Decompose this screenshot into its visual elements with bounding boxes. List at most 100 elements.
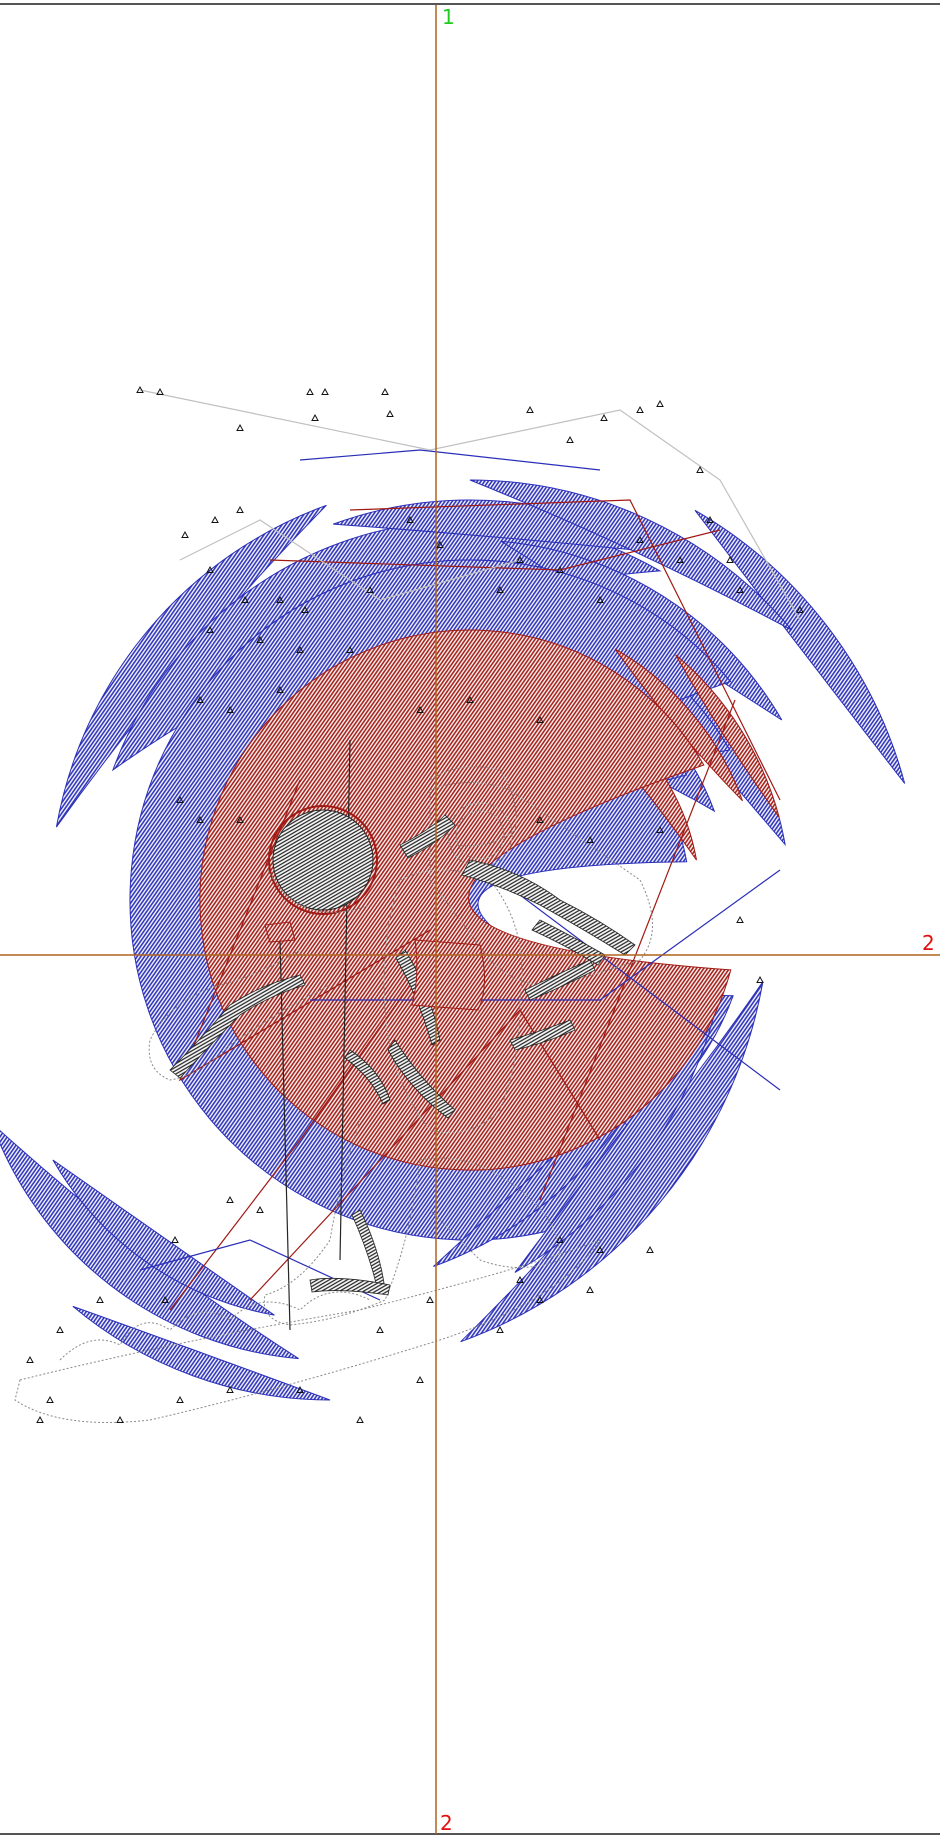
triangle-marker-icon [756, 975, 764, 983]
triangle-marker-icon [736, 585, 744, 593]
travel-lines [139, 389, 801, 1331]
triangle-marker-icon [236, 423, 244, 431]
travel-line [269, 529, 721, 571]
triangle-marker-icon [556, 565, 564, 573]
triangle-marker-icon [696, 465, 704, 473]
triangle-marker-icon [600, 413, 608, 421]
triangle-marker-icon [381, 387, 389, 395]
triangle-marker-icon [296, 645, 304, 653]
travel-line [539, 699, 736, 1201]
triangle-marker-icon [176, 795, 184, 803]
helmet-visor-icon [267, 802, 513, 915]
astronaut-right-arm-outline [429, 766, 517, 847]
triangle-marker-icon [96, 1295, 104, 1303]
triangle-marker-icon [656, 825, 664, 833]
triangle-marker-icon [736, 915, 744, 923]
triangle-marker-icon [26, 1355, 34, 1363]
travel-line [299, 449, 601, 471]
triangle-marker-icon [356, 1415, 364, 1423]
astronaut-left-arm-outline [148, 949, 331, 1081]
travel-line [349, 499, 781, 801]
triangle-marker-icon [416, 705, 424, 713]
triangle-marker-icon [236, 505, 244, 513]
surfboard-outline [14, 1238, 602, 1423]
triangle-marker-icon [526, 405, 534, 413]
triangle-marker-icon [346, 645, 354, 653]
triangle-marker-icon [436, 540, 444, 548]
triangle-marker-icon [706, 515, 714, 523]
triangle-marker-icon [556, 1235, 564, 1243]
triangle-marker-icon [301, 605, 309, 613]
triangle-marker-icon [321, 387, 329, 395]
triangle-marker-icon [376, 1325, 384, 1333]
triangle-marker-icon [136, 385, 144, 393]
travel-line [249, 1009, 601, 1301]
triangle-marker-icon [116, 1415, 124, 1423]
triangle-marker-icon [416, 1375, 424, 1383]
axis-label-vertical-bottom: 2 [440, 1811, 453, 1835]
triangle-marker-icon [226, 705, 234, 713]
axis-label-vertical-top: 1 [442, 5, 455, 29]
marker-points [26, 385, 804, 1423]
triangle-marker-icon [56, 1325, 64, 1333]
triangle-marker-icon [256, 635, 264, 643]
wave-stroke-blue [72, 1305, 331, 1401]
triangle-marker-icon [796, 605, 804, 613]
triangle-marker-icon [516, 1275, 524, 1283]
triangle-marker-icon [196, 695, 204, 703]
triangle-marker-icon [296, 1385, 304, 1393]
triangle-marker-icon [181, 530, 189, 538]
triangle-marker-icon [496, 1325, 504, 1333]
triangle-marker-icon [206, 565, 214, 573]
travel-line [279, 939, 291, 1331]
triangle-marker-icon [656, 399, 664, 407]
triangle-marker-icon [241, 595, 249, 603]
travel-line [499, 879, 781, 1091]
astronaut-shading-black [169, 814, 636, 1296]
travel-line [178, 779, 431, 1082]
wave-stroke-red [675, 654, 780, 818]
triangle-marker-icon [386, 409, 394, 417]
triangle-marker-icon [646, 1245, 654, 1253]
triangle-marker-icon [676, 555, 684, 563]
triangle-marker-icon [276, 595, 284, 603]
triangle-marker-icon [226, 1385, 234, 1393]
triangle-marker-icon [176, 1395, 184, 1403]
triangle-marker-icon [156, 387, 164, 395]
triangle-marker-icon [726, 555, 734, 563]
triangle-marker-icon [196, 815, 204, 823]
astronaut-boot-outline [419, 1157, 561, 1268]
travel-line [139, 389, 801, 621]
triangle-marker-icon [161, 1295, 169, 1303]
wave-stroke-blue [52, 1159, 275, 1316]
triangle-marker-icon [566, 435, 574, 443]
triangle-marker-icon [226, 1195, 234, 1203]
triangle-marker-icon [406, 515, 414, 523]
triangle-marker-icon [306, 387, 314, 395]
triangle-marker-icon [536, 1295, 544, 1303]
triangle-marker-icon [496, 585, 504, 593]
triangle-marker-icon [46, 1395, 54, 1403]
foam-outline [59, 1291, 371, 1361]
triangle-marker-icon [636, 405, 644, 413]
triangle-marker-icon [256, 1205, 264, 1213]
triangle-marker-icon [171, 1235, 179, 1243]
wave-stroke-blue [469, 479, 793, 631]
travel-line [310, 869, 781, 1001]
triangle-marker-icon [36, 1415, 44, 1423]
triangle-marker-icon [636, 535, 644, 543]
triangle-marker-icon [596, 595, 604, 603]
travel-line [179, 519, 521, 601]
triangle-marker-icon [311, 413, 319, 421]
triangle-marker-icon [516, 555, 524, 563]
triangle-marker-icon [206, 625, 214, 633]
triangle-marker-icon [426, 1295, 434, 1303]
triangle-marker-icon [366, 585, 374, 593]
triangle-marker-icon [586, 835, 594, 843]
triangle-marker-icon [276, 685, 284, 693]
chest-plate-red [264, 921, 486, 1011]
triangle-marker-icon [236, 815, 244, 823]
wave-stroke-red [199, 629, 732, 1171]
astronaut-backpack-outline [429, 782, 653, 987]
